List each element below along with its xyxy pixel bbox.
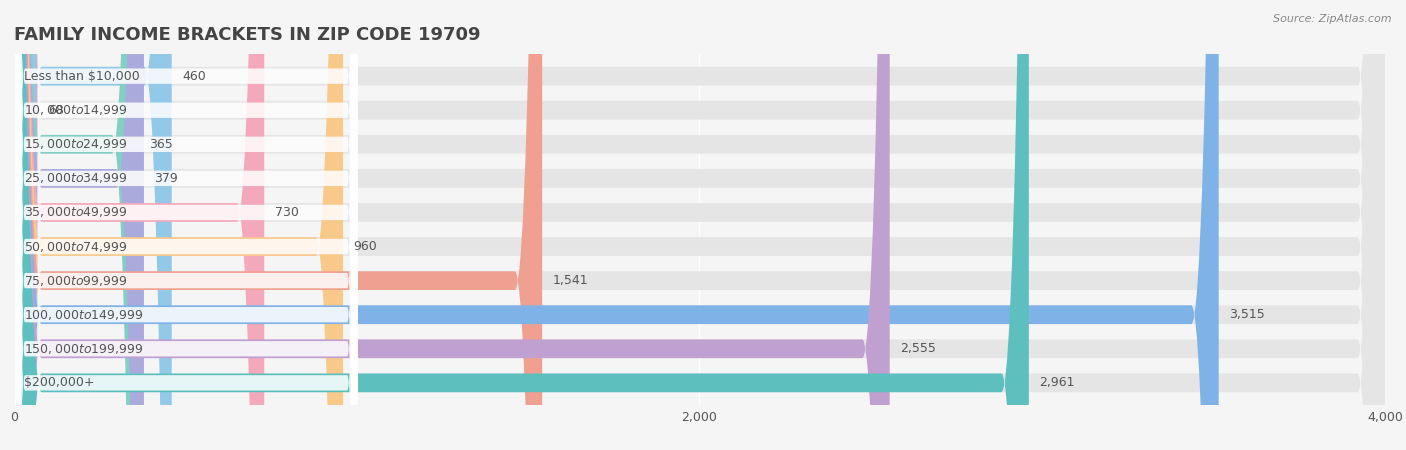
FancyBboxPatch shape: [14, 0, 543, 450]
FancyBboxPatch shape: [14, 0, 143, 450]
FancyBboxPatch shape: [14, 0, 357, 450]
FancyBboxPatch shape: [14, 0, 1385, 450]
FancyBboxPatch shape: [14, 0, 38, 441]
Text: Less than $10,000: Less than $10,000: [24, 70, 141, 83]
FancyBboxPatch shape: [14, 0, 890, 450]
Text: $75,000 to $99,999: $75,000 to $99,999: [24, 274, 128, 288]
Text: $10,000 to $14,999: $10,000 to $14,999: [24, 103, 128, 117]
FancyBboxPatch shape: [14, 0, 357, 450]
Text: 2,555: 2,555: [900, 342, 936, 355]
Text: 68: 68: [48, 104, 63, 117]
FancyBboxPatch shape: [14, 0, 1385, 450]
Text: $35,000 to $49,999: $35,000 to $49,999: [24, 206, 128, 220]
Text: $200,000+: $200,000+: [24, 376, 94, 389]
FancyBboxPatch shape: [14, 0, 357, 450]
Text: 3,515: 3,515: [1229, 308, 1265, 321]
FancyBboxPatch shape: [14, 0, 357, 450]
FancyBboxPatch shape: [14, 0, 357, 450]
FancyBboxPatch shape: [14, 0, 1385, 450]
FancyBboxPatch shape: [14, 0, 343, 450]
FancyBboxPatch shape: [14, 0, 1385, 450]
FancyBboxPatch shape: [14, 0, 1385, 450]
Text: 379: 379: [155, 172, 179, 185]
Text: 730: 730: [274, 206, 298, 219]
FancyBboxPatch shape: [14, 0, 357, 450]
Text: 960: 960: [353, 240, 377, 253]
FancyBboxPatch shape: [14, 0, 1385, 450]
Text: 460: 460: [181, 70, 205, 83]
Text: Source: ZipAtlas.com: Source: ZipAtlas.com: [1274, 14, 1392, 23]
Text: 365: 365: [149, 138, 173, 151]
Text: FAMILY INCOME BRACKETS IN ZIP CODE 19709: FAMILY INCOME BRACKETS IN ZIP CODE 19709: [14, 26, 481, 44]
Text: 1,541: 1,541: [553, 274, 588, 287]
FancyBboxPatch shape: [14, 0, 357, 450]
FancyBboxPatch shape: [14, 0, 357, 450]
FancyBboxPatch shape: [14, 0, 1385, 450]
Text: $150,000 to $199,999: $150,000 to $199,999: [24, 342, 143, 356]
FancyBboxPatch shape: [14, 0, 357, 450]
FancyBboxPatch shape: [14, 0, 139, 450]
Text: 2,961: 2,961: [1039, 376, 1074, 389]
FancyBboxPatch shape: [14, 0, 1385, 450]
FancyBboxPatch shape: [14, 0, 357, 450]
FancyBboxPatch shape: [14, 0, 1219, 450]
Text: $15,000 to $24,999: $15,000 to $24,999: [24, 137, 128, 151]
FancyBboxPatch shape: [14, 0, 1385, 450]
FancyBboxPatch shape: [14, 0, 1029, 450]
FancyBboxPatch shape: [14, 0, 1385, 450]
Text: $25,000 to $34,999: $25,000 to $34,999: [24, 171, 128, 185]
FancyBboxPatch shape: [14, 0, 172, 450]
FancyBboxPatch shape: [14, 0, 264, 450]
Text: $100,000 to $149,999: $100,000 to $149,999: [24, 308, 143, 322]
Text: $50,000 to $74,999: $50,000 to $74,999: [24, 239, 128, 253]
